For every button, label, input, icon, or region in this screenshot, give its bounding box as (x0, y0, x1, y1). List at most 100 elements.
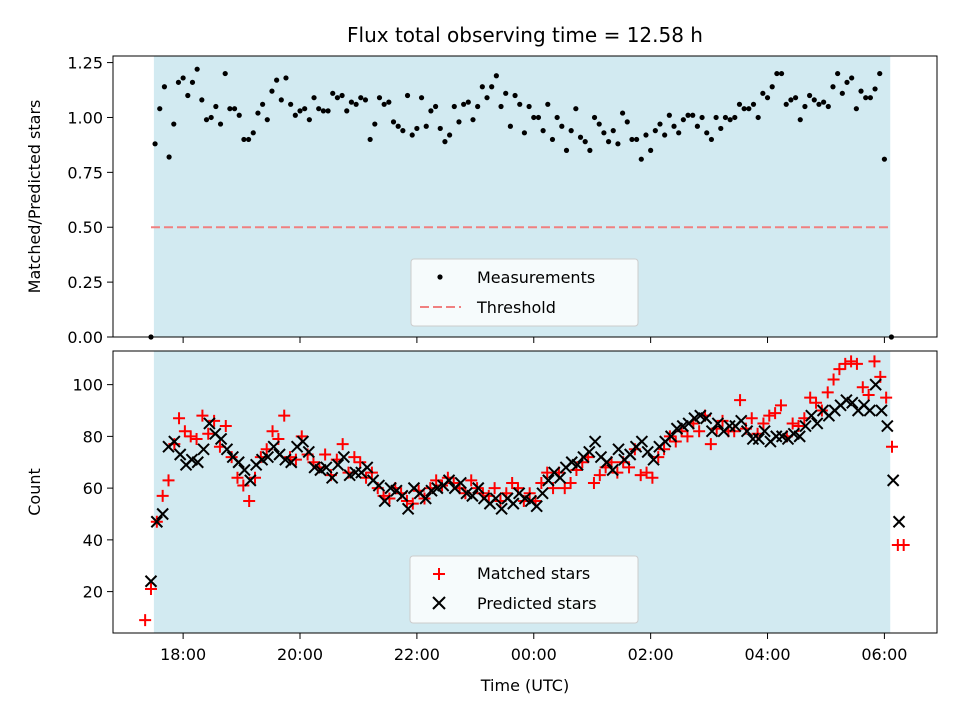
measurement-point (568, 128, 574, 134)
measurement-point (217, 121, 224, 127)
measurement-point (451, 103, 457, 110)
measurement-point (792, 95, 799, 101)
measurement-points (148, 66, 895, 340)
predicted-star-point (752, 432, 765, 446)
predicted-star-point (495, 502, 508, 516)
matched-star-point (763, 409, 776, 422)
predicted-star-point (740, 424, 754, 438)
measurement-point (475, 103, 481, 110)
measurement-point (619, 110, 626, 116)
predicted-star-point (285, 456, 298, 469)
predicted-star-point (331, 458, 345, 472)
predicted-star-point (536, 487, 549, 500)
measurement-point (657, 121, 663, 127)
matched-star-point (178, 425, 191, 438)
measurement-point (236, 112, 242, 118)
measurement-point (386, 99, 392, 105)
matched-star-point (558, 482, 571, 495)
measurement-point (498, 103, 504, 110)
measurement-point (830, 84, 836, 90)
measurement-point (797, 117, 803, 123)
matched-star-point (348, 451, 361, 464)
matched-star-point (289, 453, 302, 466)
measurement-point (764, 95, 771, 101)
predicted-star-point (863, 404, 877, 417)
y-tick-label: 0.75 (67, 163, 103, 182)
predicted-star-point (810, 417, 824, 430)
measurement-point (418, 95, 425, 101)
measurement-point (395, 123, 401, 129)
matched-star-point (804, 391, 817, 404)
x-tick-label: 18:00 (160, 645, 206, 664)
measurement-point (526, 103, 532, 110)
measurement-point (559, 123, 565, 129)
measurement-point (741, 106, 747, 112)
predicted-star-point (799, 419, 812, 433)
measurement-point (470, 117, 476, 123)
predicted-star-point (419, 492, 432, 505)
measurement-point (788, 97, 794, 103)
matched-star-point (734, 394, 747, 407)
measurement-point (166, 154, 172, 160)
y-tick-label: 0.50 (67, 218, 103, 237)
predicted-star-point (606, 463, 619, 477)
matched-star-point (184, 430, 197, 443)
measurement-point (704, 130, 710, 136)
count-panel: 20 40 60 80 100 18:00 20:00 22:00 00:00 02:00 04:… (25, 350, 938, 695)
measurement-point (807, 92, 813, 99)
matched-star-point (786, 417, 799, 430)
measurement-point (465, 99, 471, 105)
count-legend: Matched stars Predicted stars (409, 555, 639, 624)
predicted-star-point (892, 515, 906, 528)
matched-star-point (704, 438, 717, 451)
measurement-point (376, 95, 383, 101)
measurement-point (260, 101, 266, 107)
measurement-point (863, 95, 869, 101)
measurement-point (344, 108, 350, 114)
measurement-point (372, 121, 378, 127)
predicted-star-point (805, 409, 818, 422)
predicted-star-point (793, 430, 806, 443)
measurement-point (685, 112, 691, 118)
x-tick-label: 00:00 (511, 645, 557, 664)
measurement-point (708, 136, 715, 143)
legend-label-threshold: Threshold (476, 298, 556, 317)
y-tick-label: 20 (83, 583, 103, 602)
predicted-star-point (220, 443, 234, 456)
measurement-point (320, 108, 326, 114)
legend-marker-measurements (437, 274, 443, 280)
measurement-point (699, 114, 705, 121)
matched-star-point (541, 466, 554, 479)
matched-star-point (693, 425, 706, 438)
measurement-point (634, 136, 640, 143)
measurement-point (311, 95, 317, 101)
measurement-point (400, 128, 406, 134)
predicted-star-point (600, 456, 614, 469)
measurement-point (563, 147, 570, 153)
predicted-star-point (337, 450, 351, 464)
predicted-star-point (442, 474, 456, 487)
matched-star-point (202, 427, 215, 440)
measurement-point (769, 84, 775, 90)
matched-star-point (769, 407, 782, 420)
measurement-point (643, 132, 649, 138)
measurement-point (325, 108, 331, 114)
measurement-point (783, 101, 789, 107)
measurement-point (484, 95, 490, 101)
measurement-point (278, 97, 284, 103)
measurement-point (185, 92, 191, 99)
legend-label-predicted: Predicted stars (477, 594, 597, 613)
matched-star-point (658, 443, 671, 456)
measurement-point (503, 90, 509, 96)
predicted-star-point (635, 435, 649, 448)
measurement-point (816, 101, 822, 107)
measurement-point (175, 79, 182, 85)
measurement-point (713, 114, 719, 121)
measurement-point (573, 106, 579, 112)
predicted-star-point (542, 474, 555, 487)
x-tick-label: 06:00 (861, 645, 907, 664)
measurement-point (844, 79, 850, 85)
measurement-point (629, 136, 635, 143)
matched-star-point (868, 355, 881, 368)
